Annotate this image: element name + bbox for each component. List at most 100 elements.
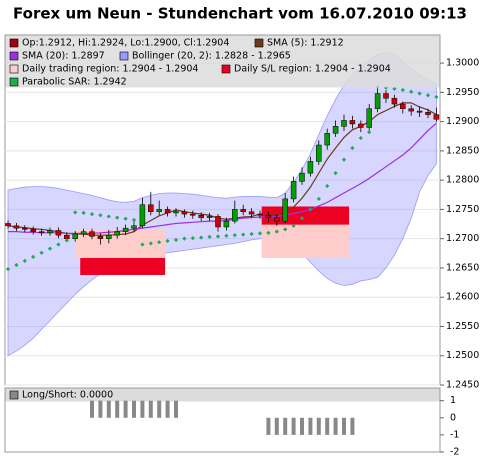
- y-tick-label: -1: [450, 429, 459, 440]
- candle-body: [240, 209, 246, 213]
- y-tick-label: 1: [450, 395, 456, 406]
- sar-dot: [123, 216, 128, 221]
- candle-body: [38, 231, 45, 234]
- legend-swatch: [9, 390, 19, 400]
- legend-swatch: [9, 77, 19, 87]
- indicator-bar: [333, 417, 338, 435]
- candle-body: [215, 216, 221, 228]
- legend-label: Daily trading region: 1.2904 - 1.2904: [22, 64, 198, 75]
- candle-body: [232, 209, 238, 222]
- sar-dot: [358, 135, 363, 141]
- candle-body: [341, 120, 347, 127]
- indicator-bar: [90, 400, 94, 418]
- candle-body: [106, 234, 112, 239]
- legend-label: Op:1.2912, Hi:1.2924, Lo:1.2900, Cl:1.29…: [22, 38, 229, 49]
- indicator-bar: [342, 417, 346, 435]
- candle-body: [139, 204, 146, 227]
- indicator-bar: [308, 417, 313, 435]
- legend-swatch: [254, 38, 264, 48]
- sar-dot: [224, 233, 229, 238]
- candle-body: [148, 204, 154, 213]
- candle-body: [374, 93, 381, 109]
- sar-dot: [89, 211, 95, 217]
- candle-body: [173, 211, 179, 214]
- indicator-bar: [316, 417, 321, 435]
- indicator-bar: [157, 400, 162, 418]
- sar-dot: [140, 242, 145, 247]
- candle-body: [332, 126, 339, 134]
- candle-body: [131, 225, 137, 229]
- candle-body: [13, 225, 20, 229]
- sma-line: [8, 122, 437, 235]
- sar-dot: [73, 210, 78, 215]
- sar-dot: [299, 216, 305, 221]
- candle-body: [290, 181, 297, 200]
- candle-body: [47, 230, 53, 234]
- y-tick-label: 0: [450, 412, 456, 423]
- candle-body: [408, 108, 414, 112]
- y-tick-label: 1.2900: [446, 116, 479, 127]
- sar-dot: [207, 234, 212, 240]
- sar-dot: [241, 232, 246, 237]
- candle-body: [22, 227, 28, 230]
- legend-label: Long/Short: 0.0000: [22, 390, 113, 401]
- sar-dot: [308, 207, 313, 212]
- indicator-bar: [115, 400, 120, 418]
- sar-dot: [106, 214, 111, 219]
- candle-body: [400, 103, 406, 109]
- sar-dot: [316, 196, 321, 202]
- chart-title: Forex um Neun - Stundenchart vom 16.07.2…: [13, 5, 467, 23]
- indicator-bar: [291, 417, 296, 435]
- sar-dot: [64, 238, 69, 243]
- indicator-bar: [132, 400, 136, 418]
- candle-body: [206, 216, 213, 218]
- indicator-bar: [165, 400, 170, 418]
- legend-label: Parabolic SAR: 1.2942: [22, 77, 127, 88]
- sar-dot: [350, 145, 355, 151]
- candle-body: [89, 231, 95, 237]
- legend-background: [5, 35, 440, 88]
- y-tick-label: 1.2800: [446, 175, 479, 186]
- sar-dot: [283, 227, 288, 232]
- indicator-bar: [106, 400, 111, 418]
- sar-dot: [115, 215, 120, 220]
- y-tick-label: 1.2700: [446, 233, 479, 244]
- candle-body: [366, 108, 372, 128]
- sar-dot: [182, 236, 187, 241]
- candle-body: [64, 234, 70, 239]
- indicator-bar: [274, 417, 279, 435]
- sar-dot: [266, 230, 271, 235]
- candle-body: [257, 213, 263, 216]
- candle-body: [282, 198, 288, 222]
- region: [261, 224, 350, 258]
- sar-dot: [199, 235, 204, 240]
- indicator-bar: [98, 400, 103, 418]
- y-tick-label: 1.2850: [446, 145, 479, 156]
- sar-dot: [148, 241, 153, 246]
- y-tick-label: -2: [450, 447, 459, 458]
- candle-body: [30, 229, 36, 232]
- legend-swatch: [9, 38, 19, 48]
- candle-body: [164, 209, 171, 214]
- sar-dot: [39, 250, 44, 255]
- candle-body: [316, 144, 322, 162]
- candle-body: [181, 211, 188, 215]
- candle-body: [383, 93, 389, 99]
- indicator-bar: [300, 417, 304, 435]
- legend-swatch: [9, 64, 19, 74]
- candle-body: [358, 123, 364, 128]
- y-tick-label: 1.3000: [446, 58, 479, 69]
- sar-dot: [56, 242, 61, 247]
- y-tick-label: 1.2450: [446, 380, 479, 391]
- candle-body: [307, 161, 314, 174]
- indicator-bar: [123, 400, 128, 418]
- sar-dot: [232, 233, 237, 238]
- candle-body: [416, 110, 423, 113]
- y-tick-label: 1.2550: [446, 321, 479, 332]
- candle-body: [156, 209, 162, 213]
- legend-swatch: [9, 51, 19, 61]
- legend-label: SMA (20): 1.2897: [22, 51, 105, 62]
- sar-dot: [325, 183, 330, 189]
- region: [80, 257, 166, 275]
- indicator-bar: [283, 417, 288, 435]
